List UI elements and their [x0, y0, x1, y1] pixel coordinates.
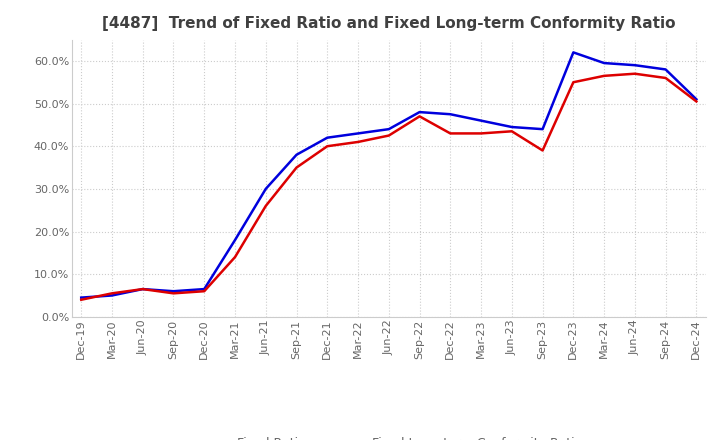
Fixed Ratio	[692, 97, 701, 102]
Fixed Long-term Conformity Ratio	[108, 291, 117, 296]
Fixed Ratio	[539, 127, 547, 132]
Fixed Ratio	[200, 286, 209, 292]
Fixed Ratio	[569, 50, 577, 55]
Fixed Ratio	[77, 295, 86, 300]
Fixed Ratio	[477, 118, 485, 123]
Fixed Ratio	[600, 60, 608, 66]
Fixed Long-term Conformity Ratio	[692, 99, 701, 104]
Fixed Long-term Conformity Ratio	[292, 165, 301, 170]
Fixed Long-term Conformity Ratio	[384, 133, 393, 138]
Fixed Long-term Conformity Ratio	[138, 286, 147, 292]
Fixed Long-term Conformity Ratio	[661, 75, 670, 81]
Fixed Long-term Conformity Ratio	[569, 80, 577, 85]
Fixed Ratio	[108, 293, 117, 298]
Line: Fixed Ratio: Fixed Ratio	[81, 52, 696, 297]
Fixed Ratio	[169, 289, 178, 294]
Fixed Ratio	[292, 152, 301, 158]
Title: [4487]  Trend of Fixed Ratio and Fixed Long-term Conformity Ratio: [4487] Trend of Fixed Ratio and Fixed Lo…	[102, 16, 675, 32]
Legend: Fixed Ratio, Fixed Long-term Conformity Ratio: Fixed Ratio, Fixed Long-term Conformity …	[191, 432, 587, 440]
Fixed Long-term Conformity Ratio	[477, 131, 485, 136]
Fixed Ratio	[138, 286, 147, 292]
Fixed Long-term Conformity Ratio	[539, 148, 547, 153]
Line: Fixed Long-term Conformity Ratio: Fixed Long-term Conformity Ratio	[81, 74, 696, 300]
Fixed Long-term Conformity Ratio	[446, 131, 454, 136]
Fixed Long-term Conformity Ratio	[354, 139, 362, 145]
Fixed Long-term Conformity Ratio	[261, 203, 270, 209]
Fixed Ratio	[415, 110, 424, 115]
Fixed Ratio	[446, 112, 454, 117]
Fixed Long-term Conformity Ratio	[169, 291, 178, 296]
Fixed Ratio	[354, 131, 362, 136]
Fixed Ratio	[261, 186, 270, 191]
Fixed Long-term Conformity Ratio	[600, 73, 608, 78]
Fixed Long-term Conformity Ratio	[508, 128, 516, 134]
Fixed Ratio	[631, 62, 639, 68]
Fixed Ratio	[384, 127, 393, 132]
Fixed Long-term Conformity Ratio	[415, 114, 424, 119]
Fixed Ratio	[230, 238, 239, 243]
Fixed Ratio	[661, 67, 670, 72]
Fixed Long-term Conformity Ratio	[631, 71, 639, 77]
Fixed Ratio	[323, 135, 332, 140]
Fixed Ratio	[508, 125, 516, 130]
Fixed Long-term Conformity Ratio	[323, 143, 332, 149]
Fixed Long-term Conformity Ratio	[77, 297, 86, 302]
Fixed Long-term Conformity Ratio	[230, 254, 239, 260]
Fixed Long-term Conformity Ratio	[200, 289, 209, 294]
